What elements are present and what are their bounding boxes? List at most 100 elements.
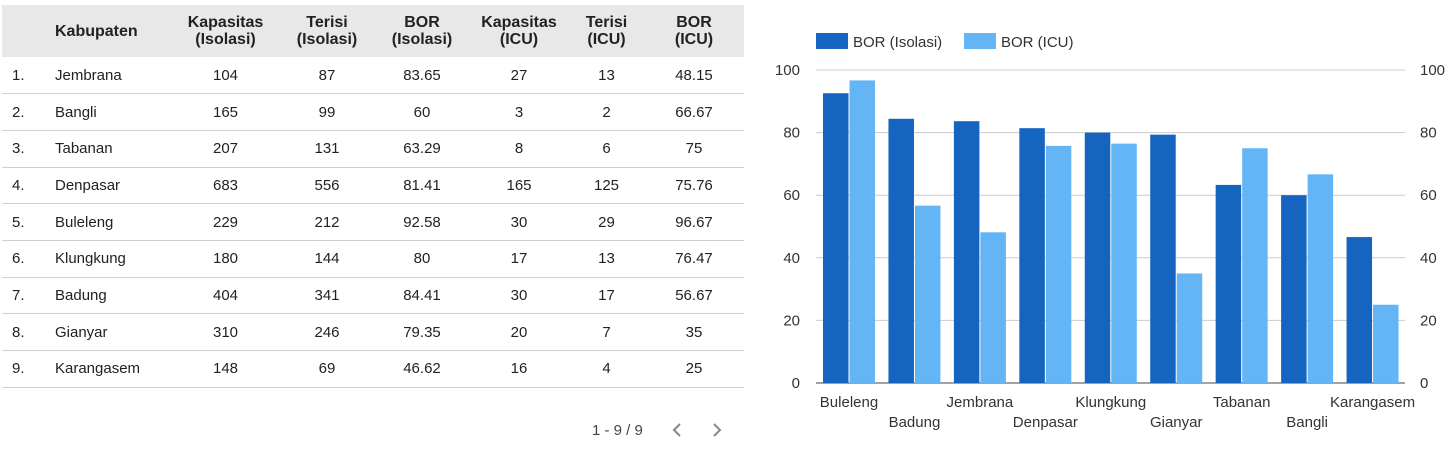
kabupaten-cell: Tabanan bbox=[47, 130, 172, 168]
bor-icu-cell: 66.67 bbox=[644, 93, 744, 131]
bar bbox=[1176, 273, 1203, 383]
terisi-isolasi-cell: 69 bbox=[279, 350, 375, 388]
table-row: 1. Jembrana 104 87 83.65 27 13 48.15 bbox=[2, 57, 744, 95]
x-tick-label: Badung bbox=[889, 414, 941, 431]
x-tick-label: Karangasem bbox=[1330, 394, 1415, 411]
kapasitas-isolasi-cell: 683 bbox=[172, 167, 279, 205]
bor-isolasi-cell: 46.62 bbox=[375, 350, 469, 388]
table-row: 7. Badung 404 341 84.41 30 17 56.67 bbox=[2, 277, 744, 315]
terisi-icu-cell: 125 bbox=[569, 167, 644, 205]
kapasitas-isolasi-cell: 404 bbox=[172, 277, 279, 315]
terisi-icu-cell: 6 bbox=[569, 130, 644, 168]
bor-icu-cell: 75.76 bbox=[644, 167, 744, 205]
x-tick-label: Bangli bbox=[1286, 414, 1328, 431]
bar bbox=[1150, 134, 1176, 383]
row-index: 9. bbox=[2, 350, 47, 388]
bar bbox=[1019, 128, 1045, 383]
header-kabupaten[interactable]: Kabupaten bbox=[55, 22, 138, 40]
kapasitas-isolasi-cell: 165 bbox=[172, 93, 279, 131]
header-terisi-isolasi[interactable]: Terisi (Isolasi) bbox=[296, 14, 358, 48]
row-index: 2. bbox=[2, 93, 47, 131]
header-bor-isolasi[interactable]: BOR (Isolasi) bbox=[391, 14, 453, 48]
bor-isolasi-cell: 80 bbox=[375, 240, 469, 278]
bor-isolasi-cell: 81.41 bbox=[375, 167, 469, 205]
row-index: 1. bbox=[2, 57, 47, 95]
header-kapasitas-isolasi[interactable]: Kapasitas (Isolasi) bbox=[187, 14, 264, 48]
kapasitas-isolasi-cell: 310 bbox=[172, 313, 279, 351]
row-index: 7. bbox=[2, 277, 47, 315]
x-tick-label: Tabanan bbox=[1213, 394, 1271, 411]
kabupaten-cell: Badung bbox=[47, 277, 172, 315]
bar bbox=[1045, 145, 1072, 383]
terisi-icu-cell: 7 bbox=[569, 313, 644, 351]
terisi-icu-cell: 29 bbox=[569, 203, 644, 241]
pagination: 1 - 9 / 9 bbox=[592, 418, 745, 442]
kapasitas-isolasi-cell: 180 bbox=[172, 240, 279, 278]
header-bor-icu[interactable]: BOR (ICU) bbox=[674, 14, 714, 48]
row-index: 3. bbox=[2, 130, 47, 168]
kapasitas-icu-cell: 8 bbox=[469, 130, 569, 168]
terisi-isolasi-cell: 246 bbox=[279, 313, 375, 351]
bar bbox=[888, 118, 914, 384]
bor-icu-cell: 48.15 bbox=[644, 57, 744, 95]
terisi-isolasi-cell: 341 bbox=[279, 277, 375, 315]
y-tick-label-left: 60 bbox=[783, 187, 800, 204]
kapasitas-icu-cell: 30 bbox=[469, 203, 569, 241]
bor-isolasi-cell: 60 bbox=[375, 93, 469, 131]
legend-swatch bbox=[816, 33, 848, 49]
chevron-left-icon[interactable] bbox=[665, 418, 689, 442]
y-tick-label-right: 40 bbox=[1420, 250, 1437, 267]
header-terisi-icu[interactable]: Terisi (ICU) bbox=[585, 14, 628, 48]
table-row: 2. Bangli 165 99 60 3 2 66.67 bbox=[2, 93, 744, 131]
bor-isolasi-cell: 83.65 bbox=[375, 57, 469, 95]
x-tick-label: Buleleng bbox=[820, 394, 878, 411]
kabupaten-cell: Karangasem bbox=[47, 350, 172, 388]
terisi-isolasi-cell: 556 bbox=[279, 167, 375, 205]
bor-icu-cell: 76.47 bbox=[644, 240, 744, 278]
y-tick-label-left: 80 bbox=[783, 125, 800, 142]
bar bbox=[1215, 184, 1242, 383]
kabupaten-cell: Gianyar bbox=[47, 313, 172, 351]
kapasitas-icu-cell: 27 bbox=[469, 57, 569, 95]
kapasitas-icu-cell: 16 bbox=[469, 350, 569, 388]
x-tick-label: Gianyar bbox=[1150, 414, 1203, 431]
pagination-info: 1 - 9 / 9 bbox=[592, 421, 643, 439]
chevron-right-icon[interactable] bbox=[705, 418, 729, 442]
bar bbox=[1281, 195, 1307, 383]
bar bbox=[823, 93, 849, 383]
bor-icu-cell: 56.67 bbox=[644, 277, 744, 315]
y-tick-label-right: 100 bbox=[1420, 62, 1445, 79]
kabupaten-cell: Buleleng bbox=[47, 203, 172, 241]
bor-isolasi-cell: 63.29 bbox=[375, 130, 469, 168]
bor-isolasi-cell: 84.41 bbox=[375, 277, 469, 315]
bor-icu-cell: 96.67 bbox=[644, 203, 744, 241]
header-kapasitas-icu[interactable]: Kapasitas (ICU) bbox=[481, 14, 557, 48]
table-row: 3. Tabanan 207 131 63.29 8 6 75 bbox=[2, 130, 744, 168]
y-tick-label-left: 20 bbox=[783, 312, 800, 329]
terisi-icu-cell: 13 bbox=[569, 240, 644, 278]
y-tick-label-left: 100 bbox=[775, 62, 800, 79]
bar bbox=[914, 205, 941, 383]
bar bbox=[1346, 237, 1373, 383]
bar bbox=[1242, 148, 1268, 383]
bar bbox=[849, 80, 875, 383]
terisi-icu-cell: 4 bbox=[569, 350, 644, 388]
terisi-isolasi-cell: 144 bbox=[279, 240, 375, 278]
bar bbox=[980, 232, 1006, 383]
bor-icu-cell: 75 bbox=[644, 130, 744, 168]
kabupaten-cell: Klungkung bbox=[47, 240, 172, 278]
kabupaten-cell: Jembrana bbox=[47, 57, 172, 95]
table-row: 6. Klungkung 180 144 80 17 13 76.47 bbox=[2, 240, 744, 278]
table-header-row: Kabupaten Kapasitas (Isolasi) Terisi (Isol… bbox=[2, 5, 744, 57]
legend-label: BOR (Isolasi) bbox=[853, 34, 942, 51]
row-index: 8. bbox=[2, 313, 47, 351]
kapasitas-icu-cell: 165 bbox=[469, 167, 569, 205]
kapasitas-isolasi-cell: 104 bbox=[172, 57, 279, 95]
table-row: 5. Buleleng 229 212 92.58 30 29 96.67 bbox=[2, 203, 744, 241]
table-row: 8. Gianyar 310 246 79.35 20 7 35 bbox=[2, 313, 744, 351]
x-tick-label: Denpasar bbox=[1013, 414, 1078, 431]
x-tick-label: Klungkung bbox=[1075, 394, 1146, 411]
kapasitas-isolasi-cell: 207 bbox=[172, 130, 279, 168]
bar bbox=[1307, 174, 1334, 383]
legend-label: BOR (ICU) bbox=[1001, 34, 1074, 51]
